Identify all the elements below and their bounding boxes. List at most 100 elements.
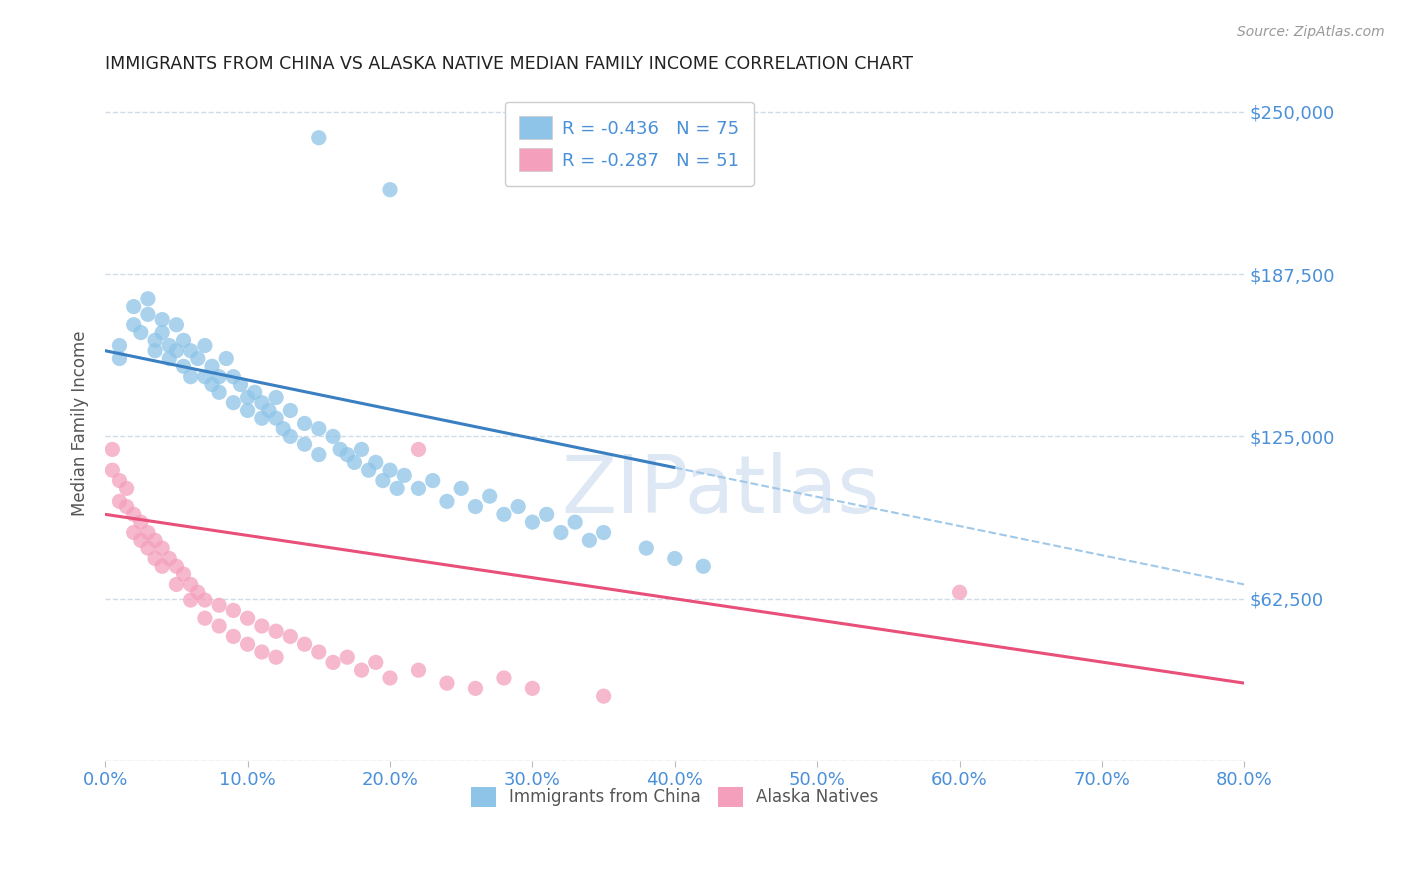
Point: [180, 577, 202, 591]
Point: [108, 338, 131, 352]
Point: [343, 455, 366, 469]
Point: [322, 429, 344, 443]
Point: [250, 395, 273, 409]
Point: [180, 593, 202, 607]
Point: [222, 629, 245, 643]
Point: [165, 318, 187, 332]
Text: IMMIGRANTS FROM CHINA VS ALASKA NATIVE MEDIAN FAMILY INCOME CORRELATION CHART: IMMIGRANTS FROM CHINA VS ALASKA NATIVE M…: [105, 55, 914, 73]
Point: [250, 645, 273, 659]
Point: [308, 448, 330, 462]
Point: [150, 541, 173, 555]
Point: [308, 130, 330, 145]
Point: [136, 541, 159, 555]
Point: [522, 515, 544, 529]
Point: [201, 377, 224, 392]
Point: [136, 292, 159, 306]
Point: [222, 369, 245, 384]
Point: [194, 338, 217, 352]
Point: [257, 403, 280, 417]
Point: [229, 377, 252, 392]
Point: [378, 671, 401, 685]
Point: [187, 351, 209, 366]
Point: [165, 343, 187, 358]
Point: [157, 338, 180, 352]
Point: [236, 391, 259, 405]
Point: [264, 391, 287, 405]
Point: [108, 474, 131, 488]
Point: [115, 500, 138, 514]
Point: [187, 585, 209, 599]
Point: [108, 494, 131, 508]
Point: [173, 359, 195, 374]
Point: [215, 351, 238, 366]
Point: [536, 508, 558, 522]
Point: [636, 541, 658, 555]
Point: [264, 411, 287, 425]
Point: [264, 624, 287, 639]
Point: [143, 334, 166, 348]
Point: [464, 681, 486, 696]
Point: [157, 351, 180, 366]
Point: [357, 463, 380, 477]
Point: [264, 650, 287, 665]
Point: [350, 442, 373, 457]
Point: [436, 494, 458, 508]
Point: [364, 656, 387, 670]
Point: [949, 585, 972, 599]
Point: [236, 611, 259, 625]
Point: [371, 474, 394, 488]
Point: [129, 533, 152, 548]
Point: [450, 482, 472, 496]
Point: [592, 689, 614, 703]
Point: [165, 559, 187, 574]
Point: [165, 577, 187, 591]
Point: [108, 351, 131, 366]
Point: [129, 515, 152, 529]
Point: [422, 474, 444, 488]
Point: [278, 429, 301, 443]
Point: [250, 411, 273, 425]
Point: [143, 343, 166, 358]
Point: [143, 551, 166, 566]
Point: [378, 183, 401, 197]
Point: [464, 500, 486, 514]
Point: [136, 307, 159, 321]
Point: [194, 593, 217, 607]
Point: [236, 637, 259, 651]
Point: [243, 385, 266, 400]
Point: [208, 369, 231, 384]
Point: [336, 650, 359, 665]
Point: [322, 656, 344, 670]
Point: [208, 619, 231, 633]
Point: [208, 385, 231, 400]
Point: [578, 533, 600, 548]
Point: [194, 611, 217, 625]
Point: [122, 525, 145, 540]
Text: Source: ZipAtlas.com: Source: ZipAtlas.com: [1237, 25, 1385, 39]
Point: [173, 334, 195, 348]
Point: [336, 448, 359, 462]
Point: [508, 500, 530, 514]
Point: [364, 455, 387, 469]
Point: [173, 567, 195, 582]
Point: [278, 629, 301, 643]
Point: [101, 442, 124, 457]
Point: [522, 681, 544, 696]
Point: [157, 551, 180, 566]
Point: [294, 637, 316, 651]
Point: [294, 437, 316, 451]
Point: [408, 482, 430, 496]
Point: [150, 326, 173, 340]
Point: [129, 326, 152, 340]
Point: [208, 599, 231, 613]
Point: [478, 489, 501, 503]
Point: [564, 515, 586, 529]
Point: [436, 676, 458, 690]
Point: [308, 645, 330, 659]
Point: [236, 403, 259, 417]
Point: [350, 663, 373, 677]
Point: [180, 369, 202, 384]
Point: [492, 671, 515, 685]
Point: [329, 442, 352, 457]
Point: [143, 533, 166, 548]
